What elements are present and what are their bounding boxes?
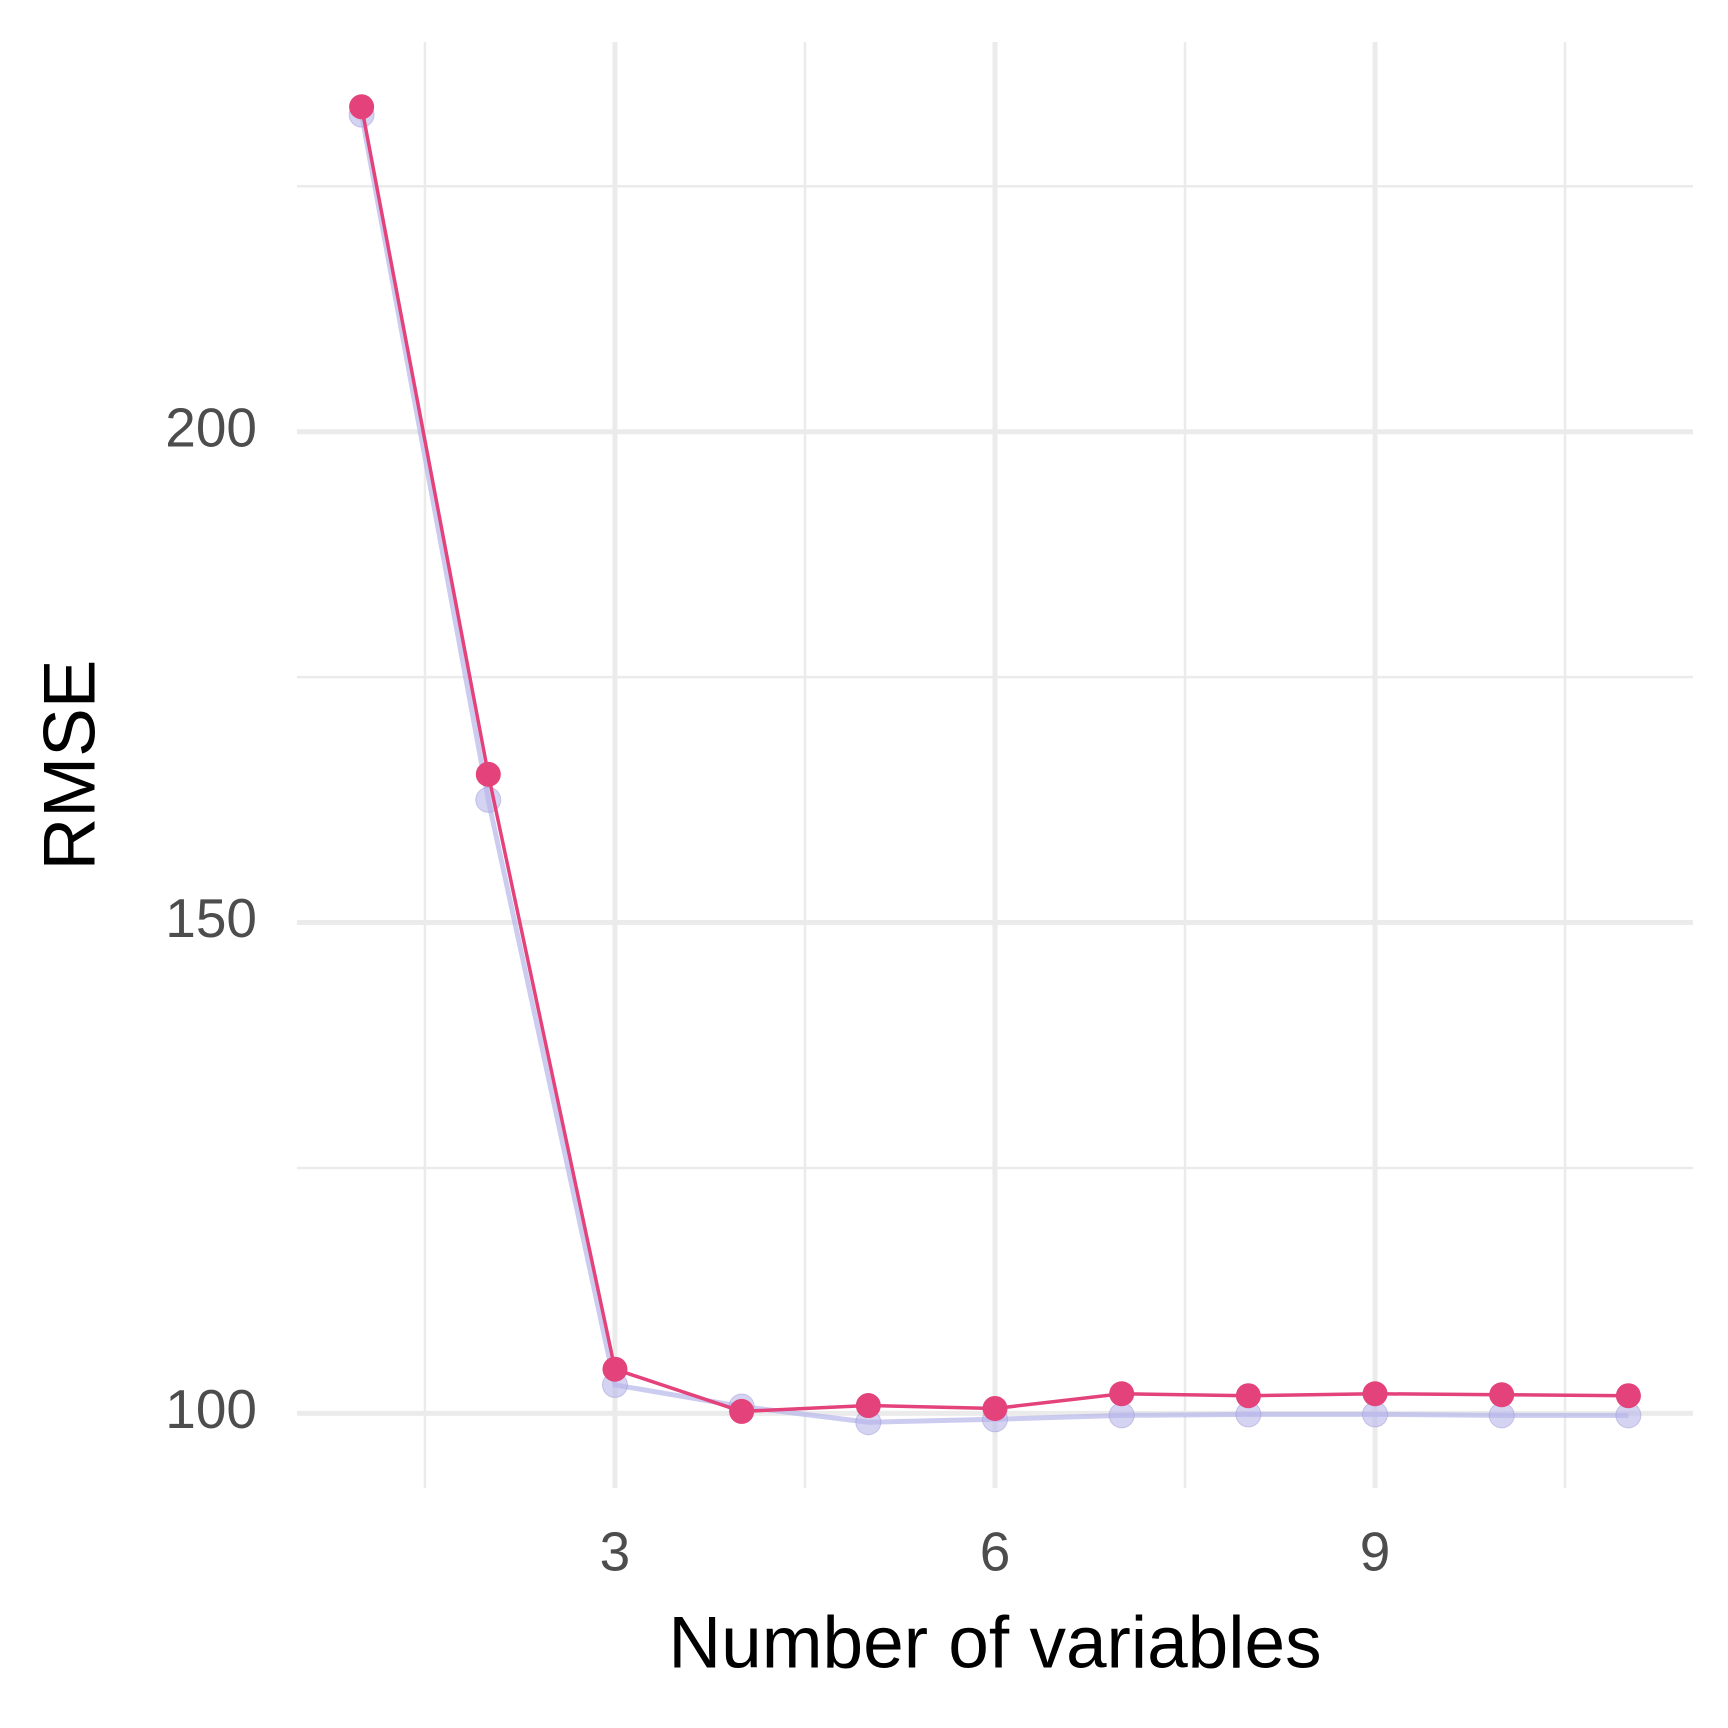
- data-point: [1362, 1381, 1388, 1407]
- data-point: [1615, 1383, 1641, 1409]
- data-point: [475, 761, 501, 787]
- data-point: [855, 1393, 881, 1419]
- x-tick-label: 3: [600, 1521, 631, 1583]
- data-point: [982, 1395, 1008, 1421]
- y-axis-title: RMSE: [29, 660, 110, 871]
- y-tick-label: 200: [165, 396, 257, 458]
- data-point: [1108, 1402, 1135, 1429]
- x-tick-label: 6: [980, 1521, 1011, 1583]
- x-tick-label: 9: [1360, 1521, 1391, 1583]
- data-point: [1235, 1383, 1261, 1409]
- data-point: [1109, 1381, 1135, 1407]
- plot-area: [348, 94, 1642, 1436]
- data-point: [1489, 1382, 1515, 1408]
- x-axis-title: Number of variables: [668, 1602, 1321, 1683]
- data-point: [349, 94, 375, 120]
- data-point: [729, 1398, 755, 1424]
- data-point: [602, 1356, 628, 1382]
- y-tick-label: 100: [165, 1378, 257, 1440]
- grid: [297, 42, 1693, 1488]
- y-tick-label: 150: [165, 887, 257, 949]
